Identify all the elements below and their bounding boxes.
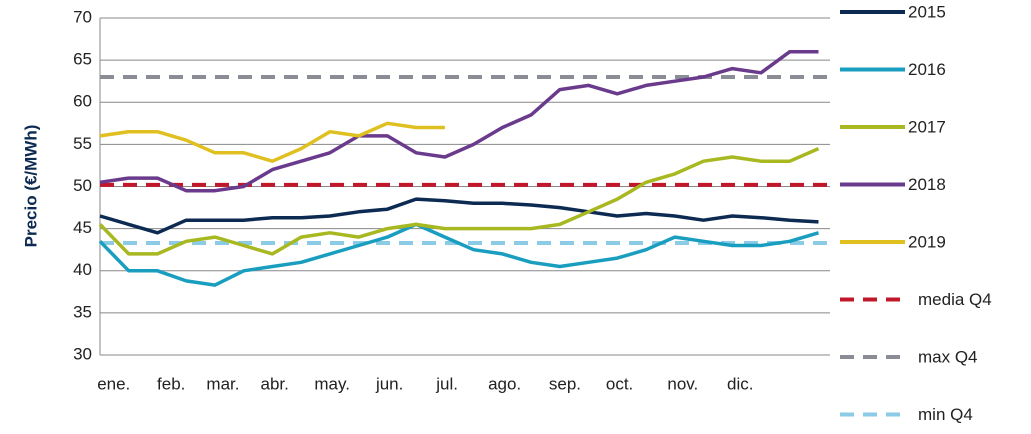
y-tick-label: 50 bbox=[73, 176, 92, 195]
y-tick-label: 30 bbox=[73, 344, 92, 363]
legend-label: min Q4 bbox=[918, 405, 973, 424]
x-tick-label: nov. bbox=[667, 374, 698, 393]
x-tick-label: sep. bbox=[549, 374, 581, 393]
legend-label: media Q4 bbox=[918, 290, 992, 309]
series-line bbox=[98, 222, 819, 287]
x-tick-label: ene. bbox=[97, 374, 130, 393]
x-tick-label: jun. bbox=[375, 374, 403, 393]
x-tick-label: may. bbox=[314, 374, 350, 393]
y-tick-label: 55 bbox=[73, 134, 92, 153]
y-tick-label: 60 bbox=[73, 92, 92, 111]
x-tick-label: jul. bbox=[435, 374, 458, 393]
x-tick-label: feb. bbox=[157, 374, 185, 393]
y-tick-label: 40 bbox=[73, 260, 92, 279]
y-tick-label: 70 bbox=[73, 7, 92, 26]
x-tick-label: dic. bbox=[727, 374, 753, 393]
series-line bbox=[99, 49, 819, 193]
x-tick-label: oct. bbox=[606, 374, 633, 393]
y-tick-label: 65 bbox=[73, 50, 92, 69]
y-tick-label: 35 bbox=[73, 302, 92, 321]
y-tick-label: 45 bbox=[73, 218, 92, 237]
legend-label: 2015 bbox=[908, 2, 946, 21]
x-tick-label: abr. bbox=[261, 374, 289, 393]
series-line bbox=[98, 146, 820, 256]
series-line bbox=[99, 121, 445, 163]
legend-label: 2019 bbox=[908, 232, 946, 251]
y-axis-label: Precio (€/MWh) bbox=[21, 125, 40, 248]
legend-label: max Q4 bbox=[918, 347, 978, 366]
x-tick-label: ago. bbox=[488, 374, 521, 393]
legend-label: 2016 bbox=[908, 60, 946, 79]
series-line bbox=[99, 197, 819, 235]
x-tick-label: mar. bbox=[206, 374, 239, 393]
legend-label: 2017 bbox=[908, 117, 946, 136]
legend-label: 2018 bbox=[908, 175, 946, 194]
